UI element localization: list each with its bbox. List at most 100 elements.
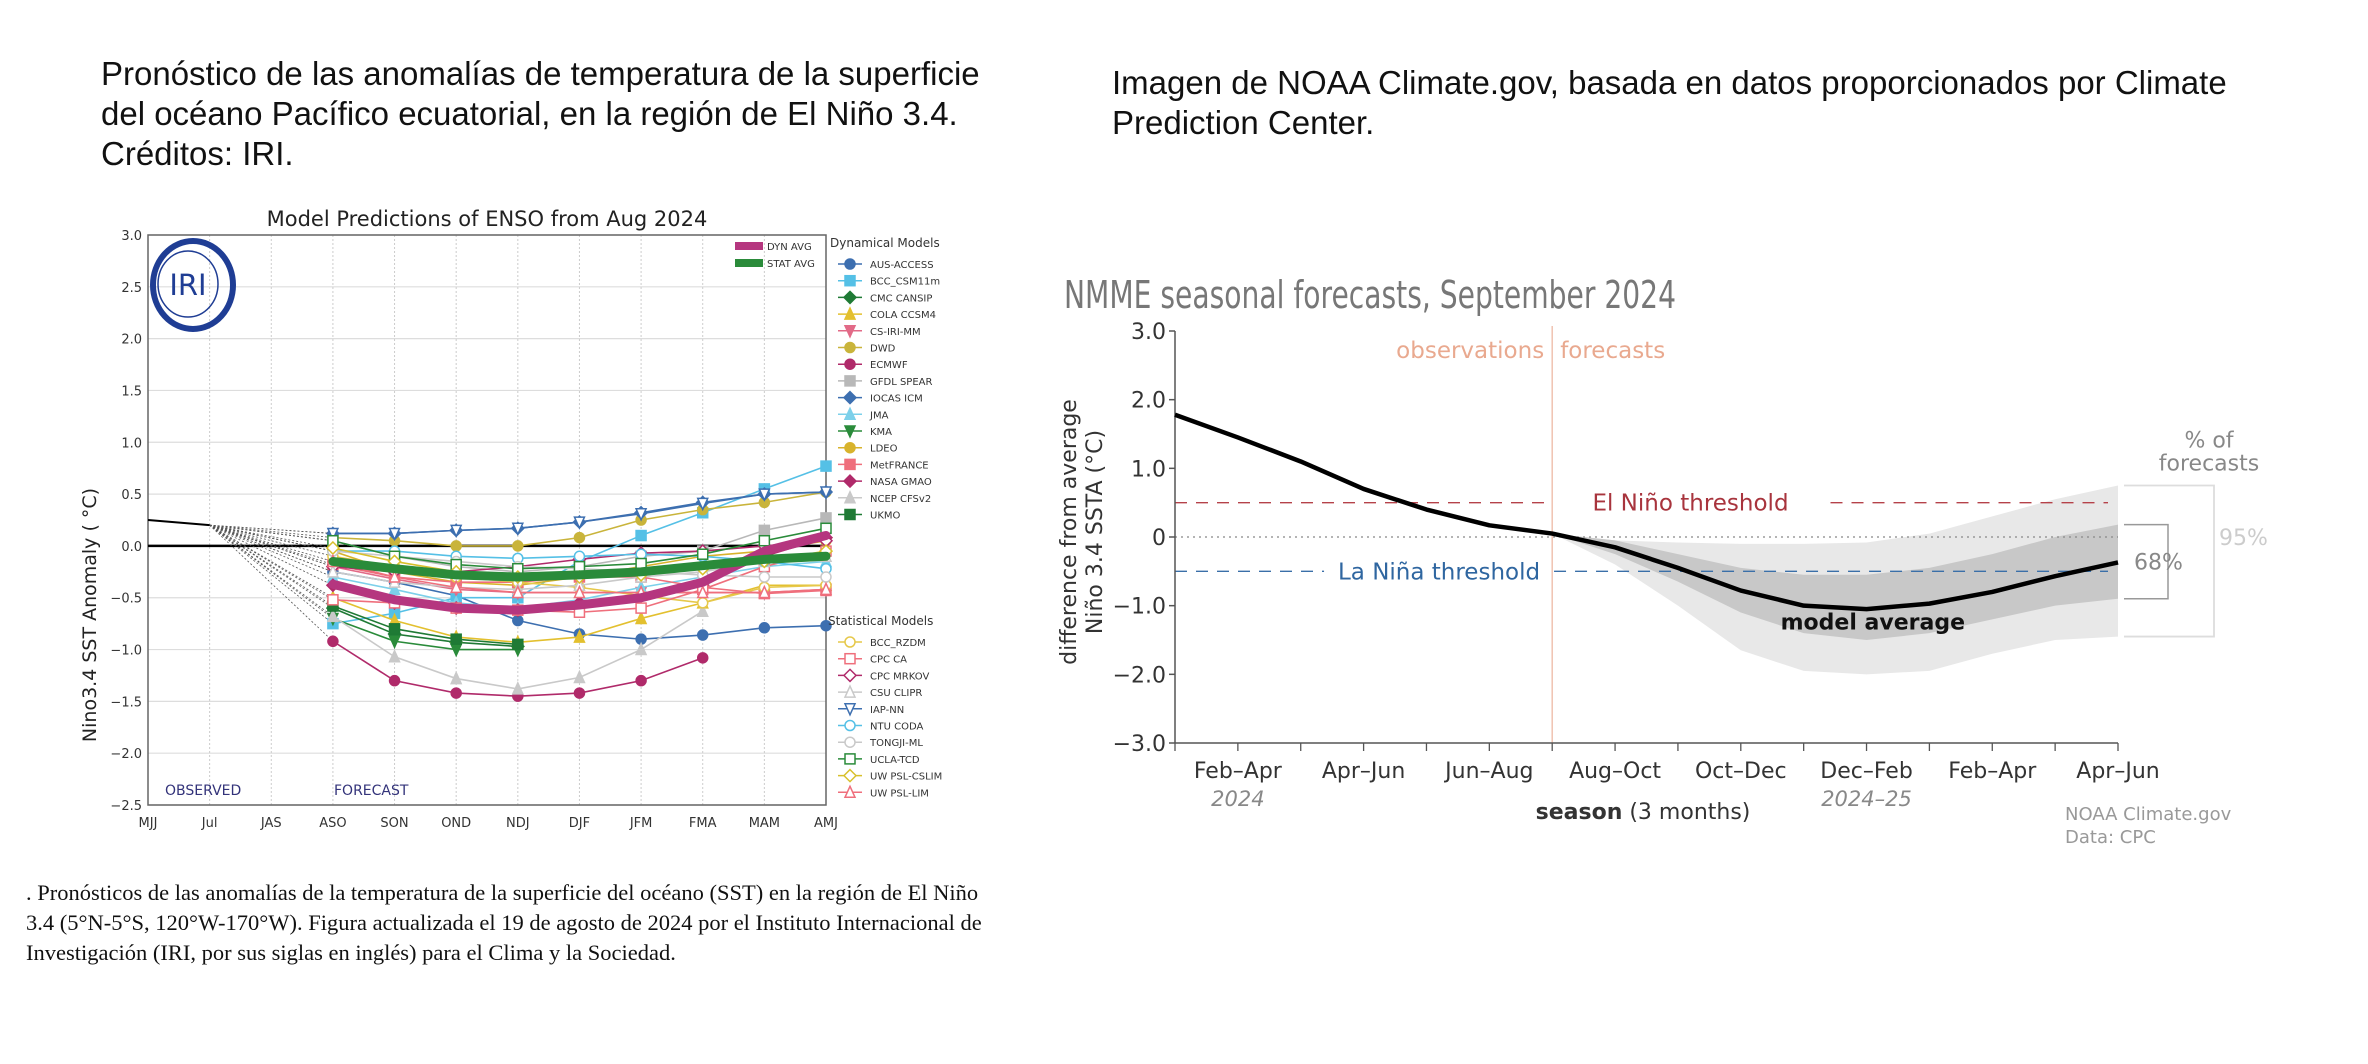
legend-label: DWD bbox=[870, 344, 896, 355]
legend-marker bbox=[844, 375, 856, 387]
iri-data-point bbox=[758, 584, 771, 599]
iri-data-point bbox=[450, 524, 463, 539]
iri-series-line bbox=[332, 617, 518, 651]
legend-item: BCC_CSM11m bbox=[838, 274, 940, 288]
iri-data-point bbox=[696, 652, 709, 664]
legend-item: COLA CCSM4 bbox=[838, 306, 936, 321]
legend-marker bbox=[843, 784, 857, 799]
iri-legend: DYN AVG STAT AVG Dynamical Models AUS-ACCES… bbox=[735, 236, 942, 799]
nmme-x-tick-label: Feb–Apr bbox=[1194, 759, 1283, 784]
iri-data-point bbox=[326, 527, 340, 542]
iri-data-point bbox=[450, 687, 462, 699]
iri-connector-line bbox=[209, 524, 334, 601]
nmme-y-tick-label: −1.0 bbox=[1113, 595, 1166, 620]
iri-data-point bbox=[758, 571, 771, 583]
legend-item: ECMWF bbox=[838, 358, 908, 371]
iri-data-point bbox=[635, 674, 647, 687]
legend-swatch bbox=[735, 259, 763, 267]
legend-item: GFDL SPEAR bbox=[838, 375, 932, 388]
iri-y-tick-label: −2.0 bbox=[110, 747, 142, 762]
iri-stat-avg-line bbox=[328, 551, 831, 582]
iri-data-point bbox=[327, 594, 339, 606]
iri-data-point bbox=[573, 687, 586, 699]
model-average-line bbox=[1174, 412, 2119, 612]
x-axis-label-bold: season bbox=[1536, 800, 1623, 825]
legend-label: AUS-ACCESS bbox=[870, 260, 934, 271]
iri-connector-line bbox=[209, 524, 334, 642]
legend-label: JMA bbox=[869, 410, 889, 421]
nmme-model-average bbox=[1174, 412, 2119, 612]
legend-marker bbox=[843, 406, 857, 421]
legend-marker bbox=[844, 258, 856, 270]
legend-marker bbox=[842, 390, 858, 405]
iri-data-point bbox=[820, 619, 832, 632]
legend-item: MetFRANCE bbox=[838, 458, 929, 471]
nmme-y-tick-label: 3.0 bbox=[1131, 320, 1166, 345]
nmme-y-tick-label: −3.0 bbox=[1113, 732, 1166, 757]
iri-data-point bbox=[388, 527, 401, 542]
iri-series-ncep-cfsv2 bbox=[209, 524, 709, 695]
el-nino-threshold-label: El Niño threshold bbox=[1592, 491, 1788, 517]
iri-connector-line bbox=[209, 524, 334, 586]
legend-label: UW PSL-CSLIM bbox=[870, 772, 942, 783]
bracket-95 bbox=[2124, 484, 2215, 638]
iri-x-tick-label: OND bbox=[441, 816, 471, 831]
legend-statistical-title: Statistical Models bbox=[828, 614, 933, 628]
iri-y-tick-label: −1.0 bbox=[110, 644, 142, 659]
nmme-y-tick-label: 0 bbox=[1152, 526, 1166, 551]
iri-enso-chart: Model Predictions of ENSO from Aug 2024 … bbox=[79, 207, 942, 831]
iri-data-point bbox=[758, 534, 771, 547]
legend-marker bbox=[843, 306, 857, 320]
legend-item: CS-IRI-MM bbox=[838, 325, 921, 339]
iri-connector-line bbox=[209, 524, 333, 539]
forecasts-label: forecasts bbox=[1560, 338, 1665, 364]
legend-marker bbox=[844, 736, 856, 748]
iri-model-lines bbox=[147, 460, 834, 702]
nmme-forecast-bands bbox=[1552, 485, 2118, 675]
nmme-y-tick-label: 1.0 bbox=[1131, 457, 1166, 482]
iri-average-lines bbox=[328, 531, 831, 615]
legend-label: LDEO bbox=[870, 444, 898, 455]
iri-data-point bbox=[819, 486, 833, 500]
iri-data-point bbox=[450, 670, 463, 685]
iri-data-point bbox=[450, 633, 462, 645]
iri-data-point bbox=[820, 512, 832, 524]
iri-forecast-label: FORECAST bbox=[334, 783, 409, 799]
legend-marker bbox=[844, 508, 856, 521]
nmme-chart-title: NMME seasonal forecasts, September 2024 bbox=[1064, 273, 1676, 317]
legend-item: UW PSL-LIM bbox=[838, 784, 929, 799]
nmme-x-tick-label: Dec–Feb bbox=[1820, 759, 1913, 784]
iri-x-tick-label: Jul bbox=[201, 816, 218, 831]
iri-connector-line bbox=[209, 524, 333, 534]
legend-marker bbox=[844, 636, 856, 648]
iri-data-point bbox=[326, 608, 340, 623]
iri-data-point bbox=[450, 579, 463, 594]
iri-data-point bbox=[696, 497, 709, 512]
nmme-y-axis-label-line1: difference from average bbox=[1057, 399, 1082, 665]
bracket-68 bbox=[2124, 523, 2169, 600]
percent-of-forecasts-title: forecasts bbox=[2159, 452, 2259, 477]
legend-label: NTU CODA bbox=[870, 722, 923, 733]
iri-data-point bbox=[388, 648, 401, 663]
legend-marker bbox=[844, 652, 856, 665]
legend-item: UKMO bbox=[838, 508, 901, 522]
legend-label: MetFRANCE bbox=[870, 460, 929, 471]
iri-connector-line bbox=[209, 524, 334, 568]
iri-data-point bbox=[388, 674, 401, 687]
iri-observed-label: OBSERVED bbox=[165, 783, 241, 799]
legend-label: BCC_RZDM bbox=[870, 638, 926, 649]
legend-item: TONGJI-ML bbox=[838, 736, 923, 749]
iri-data-point bbox=[388, 635, 401, 650]
iri-y-tick-label: 0.5 bbox=[121, 488, 142, 503]
iri-data-point bbox=[573, 531, 586, 544]
legend-marker bbox=[843, 489, 857, 504]
iri-data-point bbox=[696, 597, 709, 609]
legend-swatch bbox=[735, 242, 763, 250]
band-68-percent bbox=[1552, 524, 2118, 640]
legend-marker bbox=[844, 458, 856, 471]
iri-data-point bbox=[634, 641, 648, 656]
observations-label: observations bbox=[1396, 338, 1544, 364]
iri-x-tick-label: FMA bbox=[689, 816, 717, 831]
iri-connector-line bbox=[209, 524, 333, 552]
label-68-percent: 68% bbox=[2134, 551, 2183, 576]
